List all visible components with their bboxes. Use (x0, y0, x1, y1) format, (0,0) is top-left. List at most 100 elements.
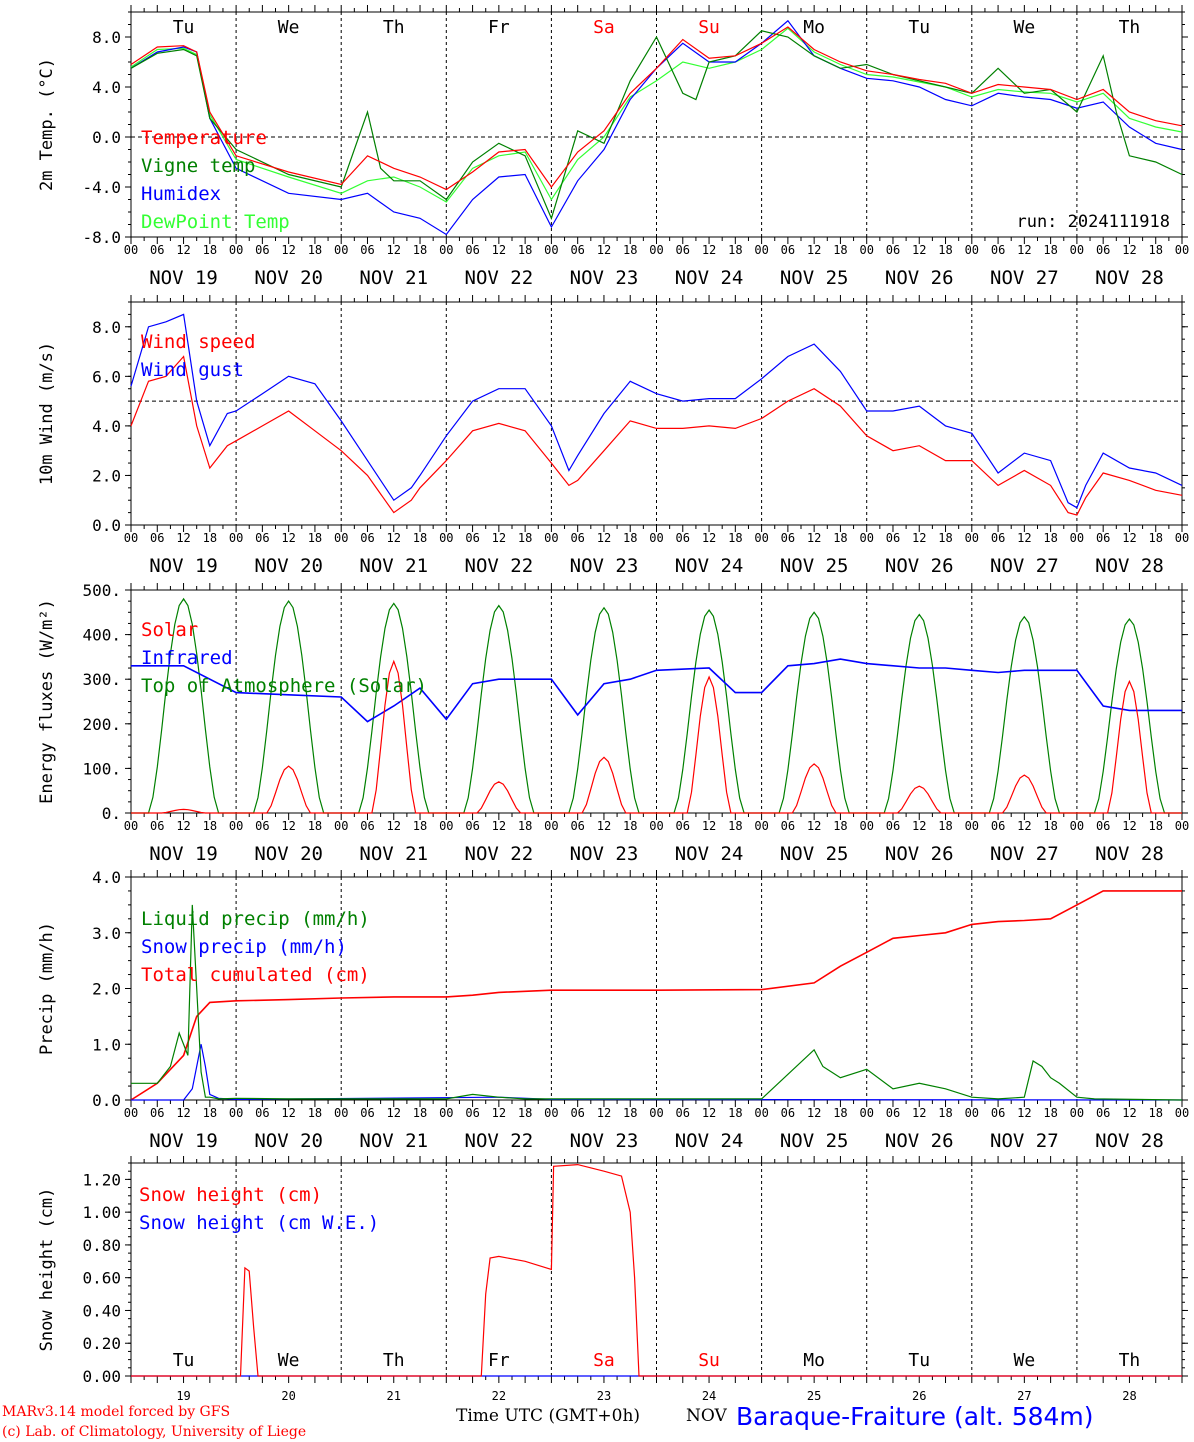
y-tick-label: 8.0 (92, 318, 121, 337)
hour-tick-label: 12 (912, 1106, 926, 1120)
hour-tick-label: 06 (570, 819, 584, 833)
y-axis-label: Snow height (cm) (37, 1188, 57, 1352)
hour-tick-label: 18 (518, 819, 532, 833)
hour-tick-label: 00 (649, 243, 663, 257)
hour-tick-label: 18 (623, 819, 637, 833)
hour-tick-label: 18 (938, 531, 952, 545)
y-tick-label: 0.0 (92, 1091, 121, 1110)
weekday-label: Tu (173, 1350, 195, 1371)
hour-tick-label: 12 (387, 1106, 401, 1120)
date-label: NOV 24 (675, 555, 744, 577)
hour-tick-label: 00 (1175, 1106, 1189, 1120)
hour-tick-label: 18 (938, 819, 952, 833)
hour-tick-label: 06 (1096, 819, 1110, 833)
hour-tick-label: 00 (859, 531, 873, 545)
hour-tick-label: 00 (649, 531, 663, 545)
hour-tick-label: 12 (597, 819, 611, 833)
hour-tick-label: 18 (203, 531, 217, 545)
hour-tick-label: 12 (807, 1106, 821, 1120)
hour-tick-label: 18 (1043, 243, 1057, 257)
hour-tick-label: 12 (1017, 1106, 1031, 1120)
weekday-label: Th (1119, 17, 1141, 38)
y-axis-label: 2m Temp. (°C) (37, 58, 57, 191)
hour-tick-label: 12 (281, 243, 295, 257)
y-tick-label: 1.00 (82, 1203, 121, 1222)
hour-tick-label: 00 (754, 531, 768, 545)
hour-tick-label: 12 (807, 819, 821, 833)
hour-tick-label: 06 (1096, 531, 1110, 545)
hour-tick-label: 00 (1070, 819, 1084, 833)
y-tick-label: 0.20 (82, 1334, 121, 1353)
hour-tick-label: 12 (387, 243, 401, 257)
hour-tick-label: 00 (544, 819, 558, 833)
hour-tick-label: 00 (124, 819, 138, 833)
hour-tick-label: 06 (991, 1106, 1005, 1120)
hour-tick-label: 00 (859, 243, 873, 257)
hour-tick-label: 00 (1175, 819, 1189, 833)
hour-tick-label: 18 (1148, 819, 1162, 833)
hour-tick-label: 06 (676, 1106, 690, 1120)
hour-tick-label: 06 (150, 243, 164, 257)
hour-tick-label: 12 (1122, 243, 1136, 257)
day-number-label: 27 (1017, 1389, 1031, 1403)
run-label: run: 2024111918 (1016, 212, 1170, 232)
hour-tick-label: 00 (334, 243, 348, 257)
hour-tick-label: 18 (518, 531, 532, 545)
weekday-label: Tu (173, 17, 195, 38)
hour-tick-label: 00 (1070, 1106, 1084, 1120)
date-label: NOV 20 (254, 1130, 323, 1152)
hour-tick-label: 18 (833, 243, 847, 257)
hour-tick-label: 00 (754, 243, 768, 257)
date-label: NOV 24 (675, 267, 744, 289)
date-label: NOV 23 (570, 1130, 639, 1152)
date-label: NOV 24 (675, 1130, 744, 1152)
hour-tick-label: 12 (176, 1106, 190, 1120)
hour-tick-label: 12 (1017, 243, 1031, 257)
y-tick-label: 0.0 (92, 516, 121, 535)
date-label: NOV 27 (990, 843, 1059, 865)
hour-tick-label: 00 (439, 243, 453, 257)
hour-tick-label: 18 (308, 531, 322, 545)
hour-tick-label: 00 (754, 819, 768, 833)
date-label: NOV 27 (990, 1130, 1059, 1152)
weekday-label: Th (383, 1350, 405, 1371)
date-label: NOV 28 (1095, 555, 1164, 577)
hour-tick-label: 12 (1017, 531, 1031, 545)
hour-tick-label: 12 (176, 819, 190, 833)
legend-entry: Vigne temp (141, 155, 255, 177)
hour-tick-label: 18 (518, 243, 532, 257)
hour-tick-label: 12 (387, 531, 401, 545)
hour-tick-label: 06 (465, 531, 479, 545)
hour-tick-label: 18 (1148, 243, 1162, 257)
date-label: NOV 19 (149, 555, 218, 577)
hour-tick-label: 00 (334, 819, 348, 833)
legend-entry: Snow precip (mm/h) (141, 936, 347, 958)
hour-tick-label: 12 (597, 243, 611, 257)
hour-tick-label: 00 (965, 243, 979, 257)
hour-tick-label: 18 (203, 819, 217, 833)
date-label: NOV 23 (570, 267, 639, 289)
hour-tick-label: 06 (781, 1106, 795, 1120)
y-tick-label: 8.0 (92, 28, 121, 47)
hour-tick-label: 06 (1096, 1106, 1110, 1120)
y-tick-label: 2.0 (92, 980, 121, 999)
hour-tick-label: 06 (570, 1106, 584, 1120)
hour-tick-label: 18 (728, 531, 742, 545)
day-number-label: 22 (492, 1389, 506, 1403)
weekday-label: We (1014, 1350, 1036, 1371)
hour-tick-label: 12 (597, 1106, 611, 1120)
date-label: NOV 21 (359, 1130, 428, 1152)
weekday-label: Mo (803, 1350, 825, 1371)
station-title: Baraque-Fraiture (alt. 584m) (736, 1402, 1094, 1431)
series-line-wind-speed (130, 355, 1183, 516)
hour-tick-label: 06 (360, 1106, 374, 1120)
time-axis-label: Time UTC (GMT+0h) (456, 1406, 641, 1426)
hour-tick-label: 06 (1096, 243, 1110, 257)
date-label: NOV 26 (885, 555, 954, 577)
weekday-label: Fr (488, 1350, 510, 1371)
hour-tick-label: 06 (570, 531, 584, 545)
hour-tick-label: 18 (833, 1106, 847, 1120)
hour-tick-label: 06 (465, 243, 479, 257)
day-number-label: 28 (1122, 1389, 1136, 1403)
hour-tick-label: 18 (833, 531, 847, 545)
